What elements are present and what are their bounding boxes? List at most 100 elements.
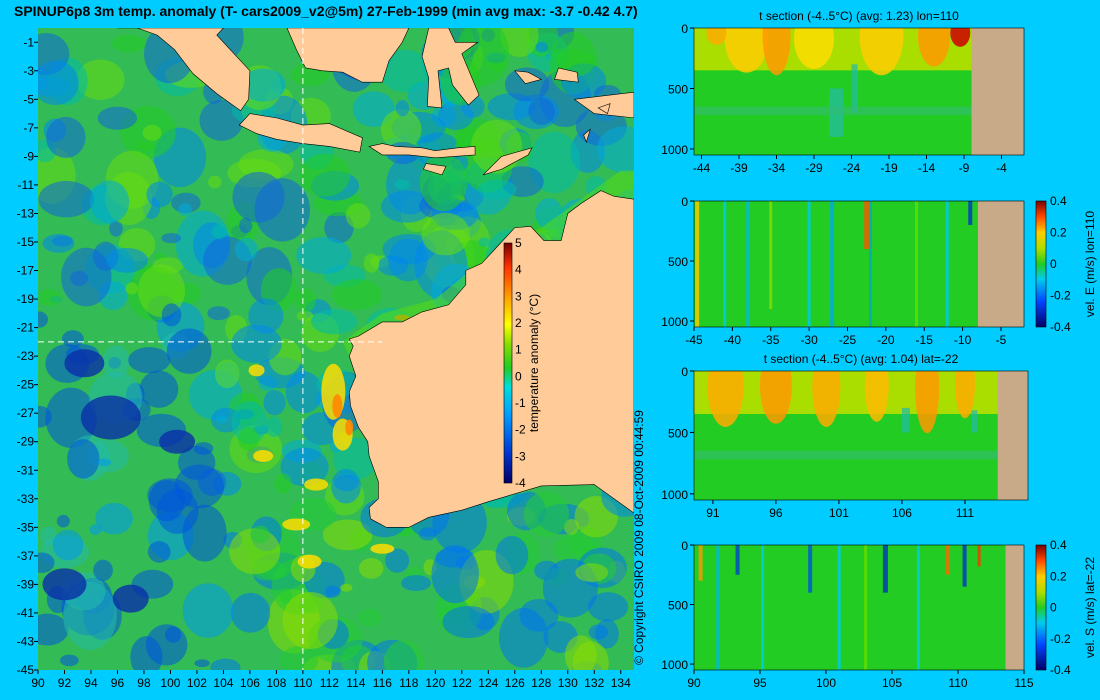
- section-y-tick-label: 500: [668, 599, 688, 613]
- velocity-stripe: [716, 545, 720, 670]
- section-colorbar-tick: -0.4: [1050, 663, 1071, 677]
- map-texture: [62, 330, 84, 348]
- section-x-tick-label: -40: [724, 333, 742, 347]
- island-land: [597, 103, 611, 115]
- map-texture: [102, 345, 130, 379]
- warm-cell: [707, 371, 744, 427]
- map-texture: [250, 525, 270, 544]
- map-texture: [182, 583, 234, 638]
- map-cold-patch: [112, 584, 149, 613]
- section-x-tick-label: -35: [762, 333, 780, 347]
- map-texture: [139, 370, 179, 408]
- map-y-tick-label: -45: [17, 663, 35, 677]
- map-texture: [523, 491, 569, 537]
- map-y-tick-label: -33: [17, 492, 35, 506]
- map-x-tick-label: 132: [584, 676, 604, 690]
- cool-streak: [901, 407, 910, 433]
- map-colorbar: [503, 242, 513, 484]
- velocity-stripe: [916, 545, 920, 670]
- section-x-tick-label: 100: [816, 676, 836, 690]
- warm-cell: [950, 28, 971, 47]
- velocity-stripe: [723, 201, 727, 327]
- section-x-tick-label: 91: [706, 506, 720, 520]
- vel-s-section-lat-22-colorbar-label: vel. S (m/s) lat=-22: [1083, 557, 1097, 658]
- map-x-tick-label: 126: [505, 676, 525, 690]
- velocity-stripe: [761, 545, 765, 670]
- map-warm-patch: [370, 543, 395, 554]
- map-texture: [111, 34, 146, 53]
- map-texture: [421, 212, 470, 256]
- map-texture: [97, 458, 112, 467]
- map-texture: [40, 526, 57, 546]
- section-y-tick-label: 0: [681, 22, 688, 36]
- vel-e-section-lon110-colorbar-label: vel. E (m/s) lon=110: [1083, 211, 1097, 317]
- t-section-lat-22-panel: 91 96 101 106 111 0 500 1000 t section (-4..5°C)…: [661, 352, 1029, 520]
- section-x-tick-label: 101: [829, 506, 849, 520]
- section-y-tick-label: 1000: [661, 488, 688, 502]
- map-colorbar-tick: 0: [515, 369, 522, 383]
- map-texture: [385, 548, 410, 573]
- map-colorbar-tick: 2: [515, 316, 522, 330]
- sumatra-land: [117, 28, 251, 112]
- map-texture: [282, 591, 338, 650]
- island-land: [514, 70, 543, 84]
- island-land: [368, 143, 476, 159]
- map-texture: [331, 468, 361, 504]
- map-texture: [279, 587, 292, 604]
- map-texture: [97, 106, 138, 130]
- map-y-tick-label: -9: [23, 149, 34, 163]
- section-colorbar-tick: 0.4: [1050, 194, 1067, 208]
- velocity-stripe: [695, 201, 700, 327]
- map-x-tick-label: 92: [58, 676, 72, 690]
- vel-e-section-lon110-panel: -45 -40 -35 -30 -25 -20 -15 -10 -5 0 500 1000 0.4 0.2…: [661, 194, 1097, 347]
- map-y-tick-label: -17: [17, 264, 35, 278]
- map-y-tick-label: -23: [17, 349, 35, 363]
- map-texture: [76, 59, 125, 100]
- section-x-tick-label: -14: [918, 161, 936, 175]
- map-texture: [142, 124, 162, 141]
- map-texture: [105, 247, 148, 273]
- map-texture: [437, 100, 474, 130]
- map-hot-patch: [345, 419, 354, 436]
- cool-streak: [851, 64, 858, 113]
- map-hot-patch: [332, 394, 343, 419]
- section-x-tick-label: -15: [916, 333, 934, 347]
- map-x-tick-label: 108: [266, 676, 286, 690]
- map-texture: [352, 91, 395, 127]
- map-cold-patch: [159, 429, 196, 454]
- section-colorbar-tick: -0.2: [1050, 632, 1071, 646]
- island-land: [482, 147, 533, 176]
- map-x-tick-label: 90: [31, 676, 45, 690]
- warm-cell: [759, 371, 792, 424]
- section-colorbar-tick: 0: [1050, 601, 1057, 615]
- map-texture: [239, 217, 253, 234]
- map-texture: [38, 289, 62, 306]
- map-texture: [388, 238, 428, 282]
- map-colorbar-tick: 4: [515, 263, 522, 277]
- map-texture: [182, 504, 227, 562]
- velocity-stripe: [945, 545, 950, 575]
- velocity-stripe: [915, 201, 919, 327]
- java-land: [238, 113, 363, 153]
- map-texture: [380, 190, 433, 223]
- island-land: [554, 67, 579, 83]
- australia-land: [348, 190, 634, 528]
- map-texture: [38, 180, 95, 218]
- map-y-tick-label: -29: [17, 435, 35, 449]
- map-texture: [279, 646, 319, 670]
- map-texture: [528, 97, 555, 126]
- warm-cell: [794, 28, 834, 69]
- t-section-lat-22-frame: [693, 370, 1029, 501]
- section-y-tick-label: 0: [681, 195, 688, 209]
- map-y-tick-label: -7: [23, 121, 34, 135]
- cool-streak: [971, 410, 978, 433]
- section-x-tick-label: 105: [882, 676, 902, 690]
- velocity-stripe: [962, 545, 967, 587]
- section-y-tick-label: 1000: [661, 658, 688, 672]
- island-land: [583, 128, 591, 144]
- velocity-stripe: [869, 201, 873, 327]
- t-section-lat-22-seafloor-mask: [997, 371, 1028, 500]
- map-texture: [59, 654, 79, 667]
- map-y-tick-label: -41: [17, 606, 35, 620]
- section-colorbar-tick: 0.4: [1050, 538, 1067, 552]
